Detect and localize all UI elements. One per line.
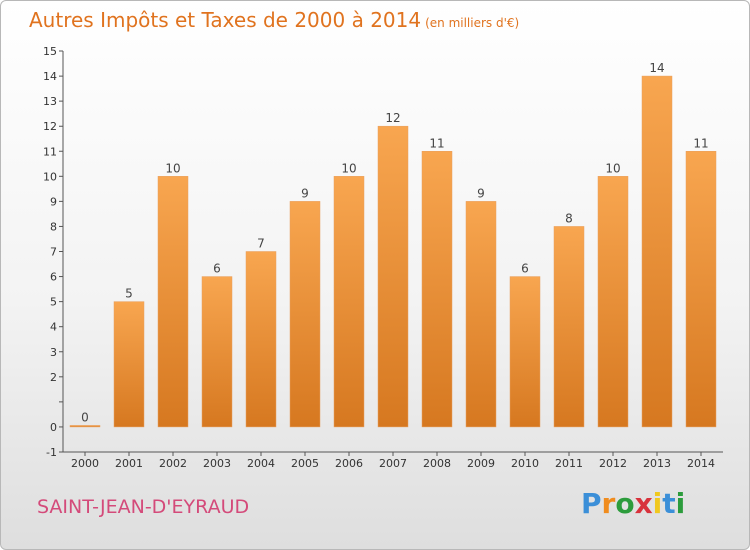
y-tick-label: 11 xyxy=(43,145,57,158)
data-label: 8 xyxy=(565,211,573,225)
bar xyxy=(421,151,453,428)
y-tick-label: 14 xyxy=(43,70,57,83)
y-tick-label: 15 xyxy=(43,45,57,58)
chart-subtitle: (en milliers d'€) xyxy=(425,16,520,30)
data-label: 6 xyxy=(521,262,529,276)
bar xyxy=(465,201,497,428)
y-tick-label: 3 xyxy=(50,346,57,359)
data-label: 12 xyxy=(385,111,400,125)
x-tick-label: 2007 xyxy=(379,457,407,470)
proxiti-logo[interactable]: Proxiti xyxy=(581,487,685,520)
y-tick-label: 6 xyxy=(50,271,57,284)
x-tick-label: 2012 xyxy=(599,457,627,470)
y-tick-label: -1 xyxy=(46,446,57,459)
commune-name: SAINT-JEAN-D'EYRAUD xyxy=(37,496,250,518)
bar xyxy=(201,276,233,428)
x-tick-label: 2004 xyxy=(247,457,275,470)
logo-letter: i xyxy=(652,487,663,520)
bar xyxy=(641,75,673,428)
bar xyxy=(69,425,101,428)
data-label: 11 xyxy=(693,136,708,150)
logo-letter: r xyxy=(601,487,616,520)
bar xyxy=(157,176,189,428)
y-tick-label: 0 xyxy=(50,421,57,434)
bar xyxy=(685,151,717,428)
y-tick-label: 5 xyxy=(50,296,57,309)
x-tick-label: 2008 xyxy=(423,457,451,470)
x-tick-label: 2002 xyxy=(159,457,187,470)
y-tick-label: 4 xyxy=(50,321,57,334)
data-label: 7 xyxy=(257,237,265,251)
x-tick-label: 2010 xyxy=(511,457,539,470)
x-tick-label: 2000 xyxy=(71,457,99,470)
logo-letter: o xyxy=(615,487,635,520)
data-label: 10 xyxy=(165,161,180,175)
x-tick-label: 2006 xyxy=(335,457,363,470)
data-label: 9 xyxy=(477,186,485,200)
bar xyxy=(113,301,145,428)
bar xyxy=(509,276,541,428)
chart-title: Autres Impôts et Taxes de 2000 à 2014 (en… xyxy=(29,8,519,32)
y-tick-label: 12 xyxy=(43,120,57,133)
x-tick-label: 2001 xyxy=(115,457,143,470)
data-label: 6 xyxy=(213,262,221,276)
x-tick-label: 2011 xyxy=(555,457,583,470)
data-label: 9 xyxy=(301,186,309,200)
y-tick-label: 7 xyxy=(50,246,57,259)
data-label: 10 xyxy=(605,161,620,175)
y-tick-label: 8 xyxy=(50,220,57,233)
bar xyxy=(333,176,365,428)
chart-title-text: Autres Impôts et Taxes de 2000 à 2014 xyxy=(29,8,422,32)
y-tick-label: 2 xyxy=(50,371,57,384)
y-tick-label: 10 xyxy=(43,170,57,183)
logo-letter: x xyxy=(634,487,653,520)
data-label: 5 xyxy=(125,287,133,301)
bar xyxy=(289,201,321,428)
y-tick-label: 13 xyxy=(43,95,57,108)
bar xyxy=(245,251,277,428)
bar xyxy=(597,176,629,428)
bar xyxy=(553,226,585,428)
logo-letter: i xyxy=(675,487,686,520)
data-label: 11 xyxy=(429,136,444,150)
data-label: 0 xyxy=(81,410,89,424)
y-tick-label: 9 xyxy=(50,195,57,208)
data-label: 14 xyxy=(649,61,664,75)
bar xyxy=(377,125,409,428)
x-tick-label: 2014 xyxy=(687,457,715,470)
logo-letter: t xyxy=(662,487,676,520)
data-label: 10 xyxy=(341,161,356,175)
x-tick-label: 2005 xyxy=(291,457,319,470)
x-tick-label: 2003 xyxy=(203,457,231,470)
x-tick-label: 2009 xyxy=(467,457,495,470)
logo-letter: P xyxy=(581,487,602,520)
x-tick-label: 2013 xyxy=(643,457,671,470)
